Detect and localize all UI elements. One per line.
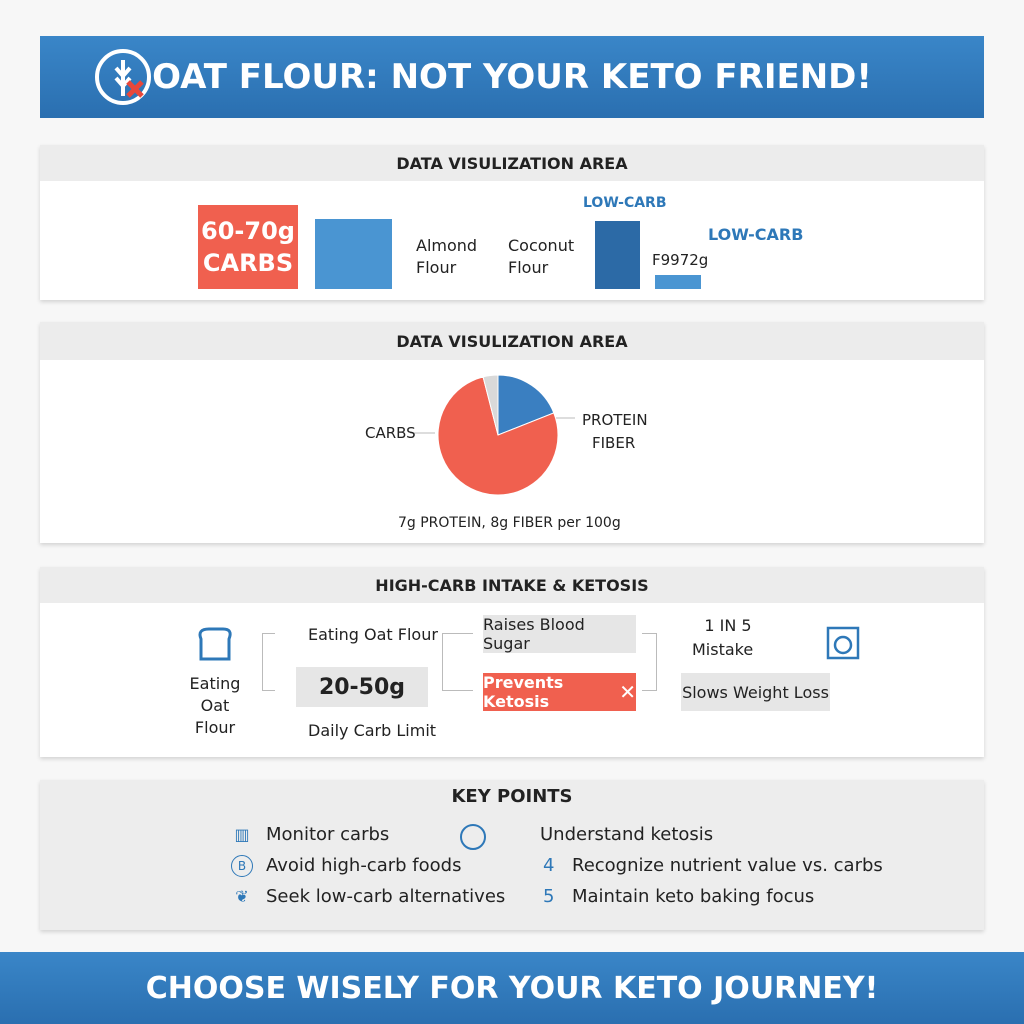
step-box: Raises Blood Sugar (483, 615, 636, 653)
panel-title: DATA VISULIZATION AREA (40, 322, 984, 360)
header-title: OAT FLOUR: NOT YOUR KETO FRIEND! (152, 57, 872, 97)
scale-icon (826, 626, 860, 660)
label: Eating Oat Flour (308, 625, 438, 644)
label: F9972g (652, 251, 709, 269)
bar (655, 275, 701, 289)
leaf-icon: ❦ (235, 887, 249, 906)
point: Seek low-carb alternatives (266, 886, 506, 907)
carb-badge: 60-70g CARBS (198, 205, 298, 289)
comparison-panel: DATA VISULIZATION AREA 60-70g CARBS Almon… (40, 145, 984, 300)
marker: 5 (543, 886, 555, 907)
connector (642, 633, 657, 691)
alert-box: Prevents Ketosis ✕ (483, 673, 636, 711)
panel-title: KEY POINTS (451, 786, 573, 807)
stat-label: Mistake (692, 640, 754, 659)
pie-slice (497, 374, 555, 436)
point: Maintain keto baking focus (572, 886, 815, 907)
low-carb-tag: LOW-CARB (583, 195, 667, 211)
point: Understand ketosis (540, 824, 714, 845)
header: OAT FLOUR: NOT YOUR KETO FRIEND! (40, 36, 984, 118)
pie-label: PROTEIN (582, 411, 648, 429)
panel-title: DATA VISULIZATION AREA (40, 145, 984, 181)
limit-box: 20-50g (296, 667, 428, 707)
label: Coconut Flour (508, 236, 575, 277)
marker: 4 (543, 855, 555, 876)
point: Avoid high-carb foods (266, 855, 462, 876)
label: Eating Oat Flour (189, 674, 241, 737)
composition-panel: DATA VISULIZATION AREA CARBS PROTEIN FIB… (40, 322, 984, 543)
header-icon (95, 49, 151, 105)
step-box: Slows Weight Loss (681, 673, 830, 711)
footer-text: CHOOSE WISELY FOR YOUR KETO JOURNEY! (145, 970, 879, 1006)
pie-slice (437, 376, 559, 496)
point: Recognize nutrient value vs. carbs (572, 855, 883, 876)
pie-label: FIBER (592, 434, 636, 452)
connector (262, 633, 275, 691)
pie-chart (410, 374, 575, 496)
badge-amount: 60-70g (201, 217, 295, 245)
marker: B (231, 855, 253, 877)
pie-slice (482, 374, 499, 436)
flow-panel: HIGH-CARB INTAKE & KETOSIS Eating Oat Fl… (40, 567, 984, 757)
brain-icon (460, 824, 486, 850)
footer: CHOOSE WISELY FOR YOUR KETO JOURNEY! (0, 952, 1024, 1024)
label: Almond Flour (416, 236, 478, 277)
chart-icon: ▥ (234, 825, 250, 844)
stat: 1 IN 5 (704, 616, 752, 635)
point: Monitor carbs (266, 824, 390, 845)
panel-title: HIGH-CARB INTAKE & KETOSIS (40, 567, 984, 603)
caption: 7g PROTEIN, 8g FIBER per 100g (398, 515, 621, 531)
low-carb-tag: LOW-CARB (708, 225, 804, 244)
bread-icon (198, 627, 232, 661)
pie-label: CARBS (365, 424, 416, 442)
bar (595, 221, 640, 289)
badge-unit: CARBS (202, 249, 294, 277)
label: Daily Carb Limit (308, 721, 437, 740)
alert-text: Prevents Ketosis (483, 673, 564, 711)
connector (442, 633, 473, 691)
bar (315, 219, 392, 289)
key-points-panel: KEY POINTS ▥ B ❦ Monitor carbs Avoid hig… (40, 780, 984, 930)
